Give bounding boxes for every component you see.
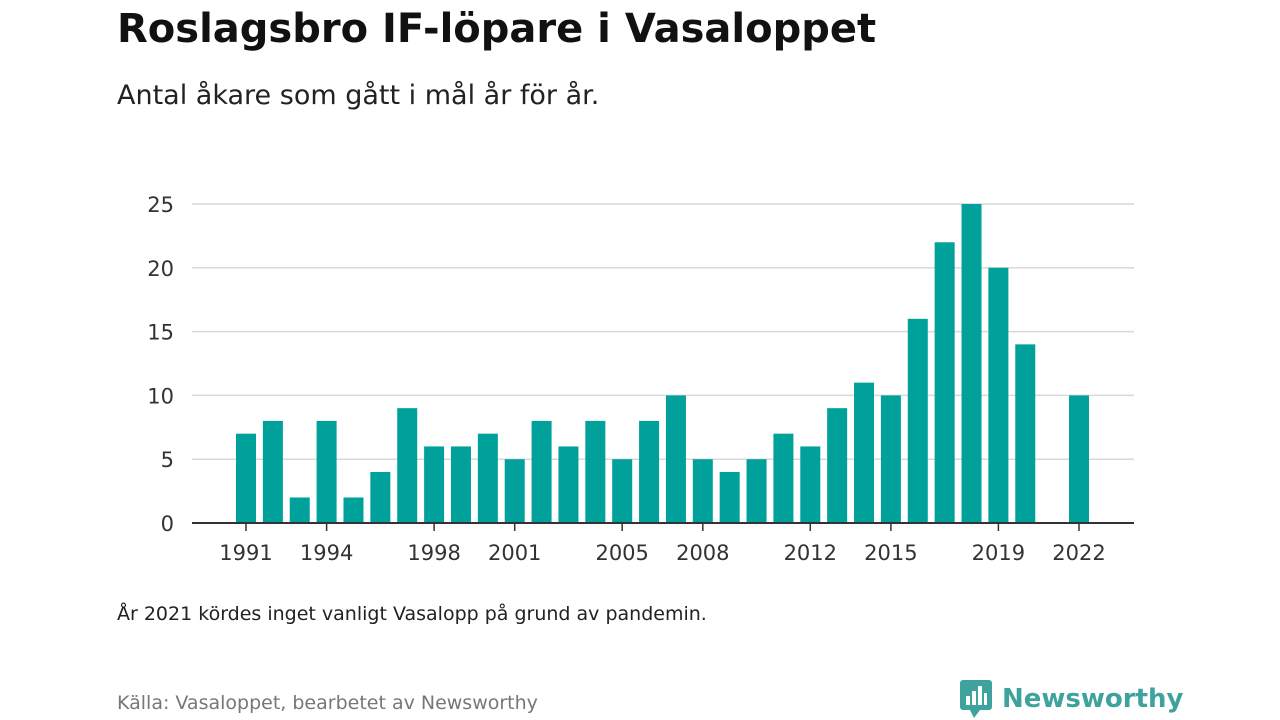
bar xyxy=(397,408,418,523)
x-tick-label: 2015 xyxy=(864,541,917,565)
bar xyxy=(773,433,794,523)
bar xyxy=(558,446,579,523)
y-tick-label: 0 xyxy=(161,512,174,536)
bar xyxy=(800,446,821,523)
bar xyxy=(719,471,740,523)
bar xyxy=(692,459,713,523)
x-tick-label: 1991 xyxy=(219,541,272,565)
x-tick-label: 2005 xyxy=(595,541,648,565)
y-tick-label: 10 xyxy=(147,384,174,408)
bar xyxy=(370,471,391,523)
bar xyxy=(880,395,901,523)
bar xyxy=(531,420,552,523)
chart-title: Roslagsbro IF-löpare i Vasaloppet xyxy=(117,6,877,52)
bar xyxy=(236,433,256,523)
axes: 0 5 10 15 20 25 1991 1994 1998 2001 2005 2008 2012 20… xyxy=(147,193,1134,565)
bar xyxy=(665,395,686,523)
x-tick-label: 2019 xyxy=(972,541,1025,565)
bar xyxy=(907,318,928,523)
y-tick-label: 5 xyxy=(161,448,174,472)
x-tick-label: 1998 xyxy=(407,541,460,565)
bar xyxy=(450,446,471,523)
bar xyxy=(961,204,982,523)
x-tick-label: 2001 xyxy=(488,541,541,565)
y-tick-label: 20 xyxy=(147,257,174,281)
bar xyxy=(316,420,337,523)
bar xyxy=(1015,344,1036,523)
x-tick-label: 1994 xyxy=(300,541,353,565)
bar xyxy=(424,446,445,523)
chart-note: År 2021 kördes inget vanligt Vasalopp på… xyxy=(117,603,707,625)
newsworthy-logo: Newsworthy xyxy=(960,680,1183,718)
source-text: Källa: Vasaloppet, bearbetet av Newswort… xyxy=(117,692,538,714)
y-tick-label: 25 xyxy=(147,193,174,217)
bar xyxy=(477,433,498,523)
bar xyxy=(1069,395,1089,523)
x-tick-label: 2008 xyxy=(676,541,729,565)
bar xyxy=(827,408,848,523)
bar xyxy=(289,497,310,523)
bar xyxy=(639,420,660,523)
bar xyxy=(934,242,955,523)
x-tick-label: 2022 xyxy=(1052,541,1105,565)
bar xyxy=(585,420,606,523)
chart-subtitle: Antal åkare som gått i mål år för år. xyxy=(117,80,600,111)
bar xyxy=(746,459,767,523)
bar xyxy=(343,497,364,523)
newsworthy-logo-icon xyxy=(960,680,992,718)
x-tick-label: 2012 xyxy=(784,541,837,565)
y-tick-label: 15 xyxy=(147,321,174,345)
bar xyxy=(854,382,875,523)
bar xyxy=(504,459,525,523)
bars xyxy=(236,204,1089,523)
brand-name: Newsworthy xyxy=(1002,684,1184,714)
bar xyxy=(612,459,633,523)
bar xyxy=(262,420,283,523)
bar-chart: 0 5 10 15 20 25 1991 1994 1998 2001 2005 2008 2012 20… xyxy=(147,193,1134,565)
bar xyxy=(988,267,1009,523)
